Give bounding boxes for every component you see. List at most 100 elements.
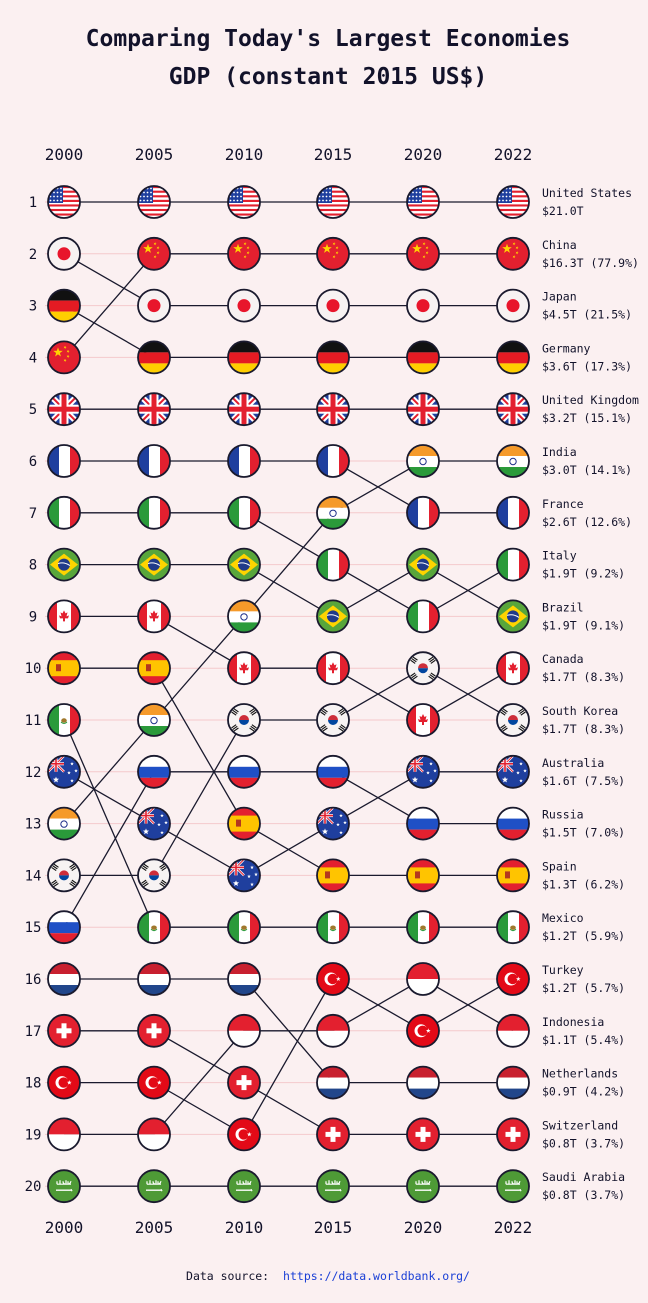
- data-source-link[interactable]: https://data.worldbank.org/: [283, 1269, 470, 1283]
- chart-title-line-2: GDP (constant 2015 US$): [169, 64, 488, 90]
- flag-ca-2010: [227, 651, 261, 686]
- country-name-id: Indonesia: [542, 1015, 604, 1029]
- year-label: 2022: [494, 145, 533, 164]
- flag-gb-2000: [47, 392, 81, 427]
- flag-gb-2022: [496, 392, 530, 427]
- country-value-jp: $4.5T (21.5%): [542, 308, 632, 322]
- flag-fr-2022: [496, 495, 530, 530]
- country-value-br: $1.9T (9.1%): [542, 618, 625, 632]
- country-value-tr: $1.2T (5.7%): [542, 981, 625, 995]
- country-name-ru: Russia: [542, 808, 584, 822]
- flag-mx-2022: [496, 910, 530, 945]
- flag-au-2020: [406, 754, 440, 789]
- rank-label: 19: [25, 1127, 42, 1143]
- flag-sa-2020: [406, 1169, 440, 1204]
- flag-br-2022: [496, 599, 530, 634]
- flag-us-2005: [137, 185, 171, 219]
- year-label: 2020: [404, 1218, 443, 1237]
- rank-line-de: [63, 305, 513, 359]
- country-name-nl: Netherlands: [542, 1067, 618, 1081]
- flag-ch-2005: [137, 1013, 171, 1048]
- flag-mx-2010: [227, 910, 261, 945]
- flag-cn-2022: [496, 236, 530, 271]
- country-labels: United States $21.0T China $16.3T (77.9%) Ja…: [542, 186, 639, 1202]
- flag-ca-2020: [406, 703, 440, 737]
- country-name-kr: South Korea: [542, 704, 618, 718]
- flag-ru-2000: [47, 910, 81, 945]
- rank-label: 20: [25, 1179, 42, 1195]
- flag-br-2010: [227, 547, 261, 582]
- flag-markers: [47, 185, 530, 1204]
- country-name-cn: China: [542, 238, 577, 252]
- country-value-es: $1.3T (6.2%): [542, 877, 625, 891]
- flag-ch-2010: [227, 1065, 261, 1100]
- flag-jp-2020: [406, 288, 440, 323]
- rank-label: 4: [29, 350, 37, 366]
- flag-it-2022: [496, 547, 530, 582]
- flag-gb-2010: [227, 392, 261, 427]
- flag-de-2015: [316, 340, 350, 375]
- country-name-ch: Switzerland: [542, 1118, 618, 1132]
- flag-es-2015: [316, 858, 350, 893]
- flag-au-2010: [227, 858, 261, 893]
- flag-gb-2005: [137, 392, 171, 427]
- country-name-it: Italy: [542, 549, 577, 563]
- flag-de-2010: [227, 340, 261, 375]
- flag-tr-2022: [496, 962, 530, 996]
- country-value-in: $3.0T (14.1%): [542, 463, 632, 477]
- data-source-label: Data source:: [186, 1269, 269, 1283]
- data-source: Data source: https://data.worldbank.org/: [186, 1269, 470, 1283]
- flag-in-2000: [47, 806, 81, 841]
- country-value-fr: $2.6T (12.6%): [542, 515, 632, 529]
- flag-ru-2022: [496, 806, 530, 841]
- flag-gb-2020: [406, 392, 440, 427]
- flag-it-2015: [316, 547, 350, 582]
- country-name-ca: Canada: [542, 652, 584, 666]
- flag-nl-2010: [227, 962, 261, 996]
- flag-id-2010: [227, 1013, 261, 1048]
- flag-kr-2022: [496, 703, 530, 737]
- year-label: 2000: [45, 1218, 84, 1237]
- flag-id-2015: [316, 1013, 350, 1048]
- flag-nl-2022: [496, 1065, 530, 1100]
- flag-cn-2010: [227, 236, 261, 271]
- year-label: 2015: [314, 1218, 353, 1237]
- flag-fr-2005: [137, 444, 171, 478]
- flag-sa-2010: [227, 1169, 261, 1204]
- flag-it-2000: [47, 495, 81, 530]
- flag-us-2020: [406, 185, 440, 219]
- country-name-es: Spain: [542, 859, 577, 873]
- gridlines: [45, 201, 530, 1187]
- rank-label: 7: [29, 506, 37, 522]
- flag-au-2015: [316, 806, 350, 841]
- flag-nl-2000: [47, 962, 81, 996]
- flag-us-2010: [227, 185, 261, 219]
- flag-sa-2000: [47, 1169, 81, 1204]
- rank-label: 9: [29, 609, 37, 625]
- flag-fr-2000: [47, 444, 81, 478]
- flag-sa-2005: [137, 1169, 171, 1204]
- country-value-kr: $1.7T (8.3%): [542, 722, 625, 736]
- flag-us-2000: [47, 185, 81, 219]
- flag-ru-2010: [227, 754, 261, 789]
- flag-br-2000: [47, 547, 81, 582]
- flag-jp-2010: [227, 288, 261, 323]
- rank-label: 12: [25, 765, 42, 781]
- country-name-tr: Turkey: [542, 963, 584, 977]
- flag-us-2022: [496, 185, 530, 219]
- country-value-id: $1.1T (5.4%): [542, 1033, 625, 1047]
- flag-br-2015: [316, 599, 350, 634]
- country-name-jp: Japan: [542, 290, 577, 304]
- flag-kr-2015: [316, 703, 350, 737]
- rank-label: 6: [29, 454, 37, 470]
- rank-line-fr: [64, 460, 513, 514]
- country-name-sa: Saudi Arabia: [542, 1170, 625, 1184]
- rank-label: 10: [25, 661, 42, 677]
- flag-in-2020: [406, 444, 440, 478]
- country-name-gb: United Kingdom: [542, 393, 639, 407]
- country-name-fr: France: [542, 497, 584, 511]
- flag-cn-2015: [316, 236, 350, 271]
- flag-br-2005: [137, 547, 171, 582]
- country-value-us: $21.0T: [542, 204, 584, 218]
